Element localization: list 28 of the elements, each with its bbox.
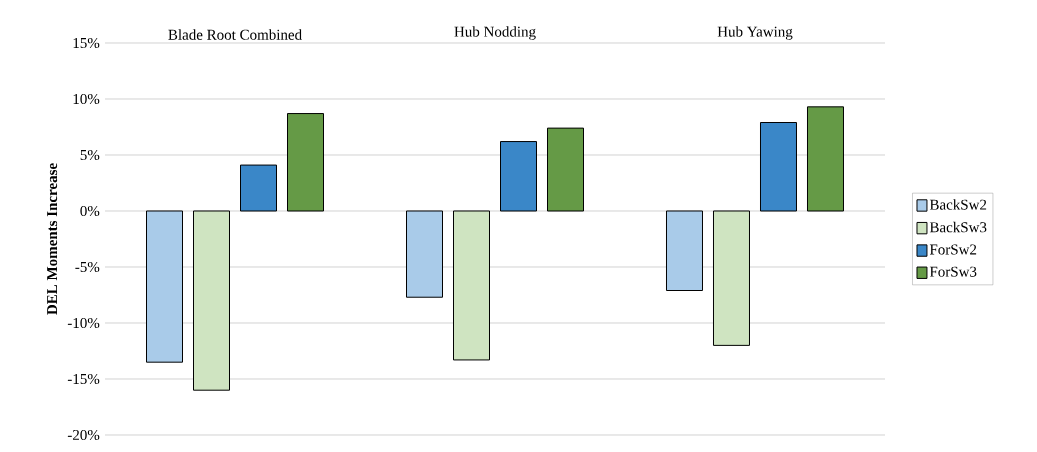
legend-label: BackSw2 [929,199,987,210]
x-tick-label: Hub Yawing [717,26,793,40]
legend-label: ForSw2 [929,244,977,255]
bar [666,210,703,292]
bar [193,210,231,391]
bar [146,210,184,363]
bar [547,127,584,212]
bar [406,210,444,298]
legend-label: ForSw3 [929,266,977,277]
x-tick-label: Hub Nodding [454,26,536,40]
bar [713,210,750,346]
y-tick-label: 0% [80,205,100,217]
bar [806,106,844,212]
y-axis-title: DEL Moments Increase [47,163,58,315]
y-tick-label: 5% [80,149,100,161]
bar [240,164,278,212]
bar [760,122,797,212]
y-tick-label: -5% [75,261,100,273]
bar [500,141,537,212]
y-tick-label: -15% [67,373,100,385]
y-tick-label: -20% [67,429,100,441]
y-tick-label: 15% [73,37,100,49]
y-tick-label: 10% [73,93,100,105]
bar [287,113,325,212]
x-tick-label: Blade Root Combined [168,29,302,40]
legend-label: BackSw3 [929,221,987,233]
y-tick-label: -10% [67,317,100,329]
bar [453,210,490,361]
